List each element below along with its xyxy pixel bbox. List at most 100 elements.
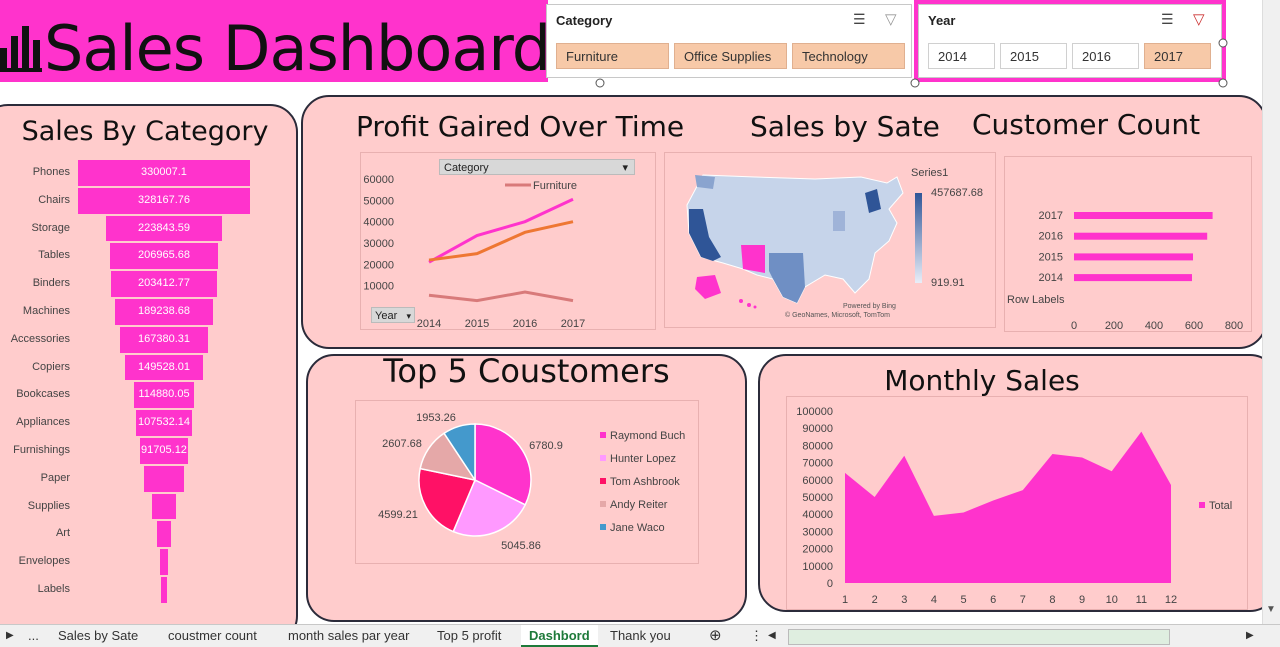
tab-thank-you[interactable]: Thank you [610,628,671,643]
dropdown-icon: ▾ [406,311,411,321]
funnel-data-label: 91705.12 [141,444,187,456]
customer-bar [1074,274,1192,282]
funnel-bar [134,382,194,409]
x-tick-label: 7 [1020,594,1026,606]
funnel-category-label: Phones [32,166,70,178]
y-tick-label: 60000 [802,475,833,487]
more-options-icon[interactable]: ⋮ [750,628,763,643]
funnel-data-label: 206965.68 [138,249,190,262]
map-legend-min: 919.91 [931,277,965,289]
add-sheet-icon[interactable]: ⊕ [709,627,722,644]
funnel-category-label: Storage [31,221,70,234]
customer-year-label: 2017 [1039,210,1063,222]
x-tick-label: 2015 [465,318,489,330]
page-title: Sales Dashboard [44,12,551,85]
funnel-bar [135,410,192,436]
slicer-item-2014[interactable]: 2014 [928,43,995,69]
year-slicer[interactable]: Year ☰ ▽ 2014 2015 2016 2017 [918,4,1222,78]
clear-filter-icon[interactable]: ▽ [885,11,897,28]
tab-top5-profit[interactable]: Top 5 profit [437,628,502,643]
state-map-area: Series1 457687.68 919.91 Powered by Bing… [664,152,996,328]
scroll-left-icon[interactable]: ▶ [6,630,14,641]
top5-title: Top 5 Coustomers [383,352,670,390]
y-tick-label: 20000 [802,544,833,556]
slicer-item-2017[interactable]: 2017 [1144,43,1211,69]
vertical-scrollbar[interactable]: ▼ [1262,0,1280,624]
year-slicer-title: Year [928,13,956,28]
x-tick-label: 0 [1071,320,1077,332]
customer-bar [1074,253,1193,261]
sheet-tab-bar: ▶ ... Sales by Sate coustmer count month… [0,624,1280,647]
funnel-category-label: Furnishings [13,444,70,456]
sales-by-category-title: Sales By Category [21,116,269,147]
tab-more[interactable]: ... [28,628,39,643]
y-tick-label: 10000 [802,561,833,573]
legend-swatch [600,478,606,484]
slicer-item-office-supplies[interactable]: Office Supplies [674,43,787,69]
x-tick-label: 2014 [417,318,441,330]
tab-sales-by-sate[interactable]: Sales by Sate [58,628,139,643]
tab-dashbord[interactable]: Dashbord [521,625,598,647]
funnel-category-label: Binders [32,277,70,290]
funnel-bar [110,243,218,270]
year-field-button[interactable]: Year ▾ [371,307,415,323]
category-field-button[interactable]: Category ▾ [439,159,635,175]
funnel-category-label: Art [55,527,70,540]
multi-select-icon[interactable]: ☰ [1161,11,1174,27]
funnel-bar [110,271,217,297]
pie-slice [452,478,527,537]
legend-label: Total [1209,500,1232,512]
x-tick-label: 2 [872,594,878,606]
funnel-category-label: Bookcases [16,388,70,401]
x-tick-label: 11 [1136,594,1147,606]
y-tick-label: 30000 [363,238,394,250]
horizontal-scrollbar[interactable] [788,629,1170,645]
x-tick-label: 600 [1185,320,1203,332]
legend-label: Andy Reiter [610,499,668,511]
tab-month-sales[interactable]: month sales par year [288,628,410,643]
funnel-data-label: 149528.01 [138,360,190,373]
us-map [686,174,922,309]
tab-coustmer-count[interactable]: coustmer count [168,628,257,643]
funnel-bar [125,354,203,381]
slicer-item-furniture[interactable]: Furniture [556,43,669,69]
bar-chart-icon [0,26,42,72]
legend-swatch [600,455,606,461]
funnel-category-label: Appliances [16,416,70,429]
funnel-data-label: 189238.68 [138,305,190,317]
hscroll-left-icon[interactable]: ◀ [768,630,776,641]
monthly-title: Monthly Sales [884,364,1080,397]
funnel-data-label: 223843.59 [138,221,190,234]
top5-chart-area: 6780.9 Raymond Buch 5045.86 Hunter Lopez 459… [355,400,699,564]
funnel-bar [105,215,223,242]
x-tick-label: 9 [1079,594,1085,606]
pie-data-label: 2607.68 [382,438,422,450]
legend-swatch [1199,502,1205,508]
scroll-down-icon[interactable]: ▼ [1266,604,1276,615]
clear-filter-icon[interactable]: ▽ [1193,11,1205,28]
funnel-bar [114,299,214,325]
y-tick-label: 20000 [363,259,394,271]
dropdown-icon: ▾ [622,162,628,174]
category-slicer-title: Category [556,13,613,28]
hscroll-right-icon[interactable]: ▶ [1246,630,1254,641]
category-slicer[interactable]: Category ☰ ▽ Furniture Office Supplies T… [546,4,912,78]
y-tick-label: 0 [827,578,833,590]
y-tick-label: 100000 [796,406,833,418]
multi-select-icon[interactable]: ☰ [853,11,866,27]
slicer-item-2016[interactable]: 2016 [1072,43,1139,69]
slicer-item-2015[interactable]: 2015 [1000,43,1067,69]
map-credit-bing: Powered by Bing [843,303,896,310]
funnel-data-label: 328167.76 [138,193,190,206]
x-tick-label: 400 [1145,320,1163,332]
pie-data-label: 4599.21 [378,509,418,521]
map-legend-title: Series1 [911,167,949,179]
x-tick-label: 5 [960,594,966,606]
slicer-item-technology[interactable]: Technology [792,43,905,69]
customer-count-chart: 2017 2016 2015 2014 Row Labels 0 200 400 600 800 [1007,210,1243,332]
y-tick-label: 30000 [802,526,833,538]
customer-year-label: 2014 [1039,272,1063,284]
funnel-bar [159,549,169,575]
legend-swatch [600,501,606,507]
funnel-category-label: Supplies [27,499,70,512]
